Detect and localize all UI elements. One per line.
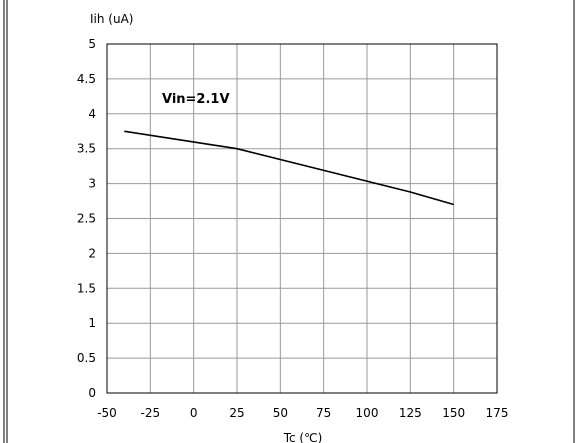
x-tick-label: 175 [486, 406, 509, 420]
y-tick-label: 5 [88, 37, 96, 51]
series-line [124, 130, 454, 206]
y-tick-label: 2 [88, 246, 96, 260]
plot-border [106, 43, 498, 394]
y-axis-label: Iih (uA) [90, 12, 133, 26]
x-tick-label: -50 [97, 406, 117, 420]
x-tick-label: 75 [316, 406, 331, 420]
plot-area: -50 -25 0 25 50 75 100 125 150 175 0 0.5 1 1.5 2 2.5 3 3.… [77, 37, 509, 420]
x-tick-label: 125 [399, 406, 422, 420]
y-tick-label: 2.5 [77, 212, 96, 226]
y-tick-label: 0 [88, 386, 96, 400]
x-axis-label: Tc (℃) [283, 431, 323, 443]
y-tick-label: 3 [88, 177, 96, 191]
x-tick-label: 100 [356, 406, 379, 420]
vin-annotation: Vin=2.1V [162, 92, 230, 107]
x-tick-label: 25 [229, 406, 244, 420]
x-tick-label: -25 [141, 406, 161, 420]
x-tick-label: 0 [190, 406, 198, 420]
y-tick-label: 0.5 [77, 351, 96, 365]
y-tick-label: 1 [88, 316, 96, 330]
y-tick-label: 1.5 [77, 281, 96, 295]
y-tick-label: 3.5 [77, 142, 96, 156]
y-tick-label: 4.5 [77, 72, 96, 86]
x-tick-label: 50 [273, 406, 288, 420]
x-tick-label: 150 [442, 406, 465, 420]
y-tick-label: 4 [88, 107, 96, 121]
